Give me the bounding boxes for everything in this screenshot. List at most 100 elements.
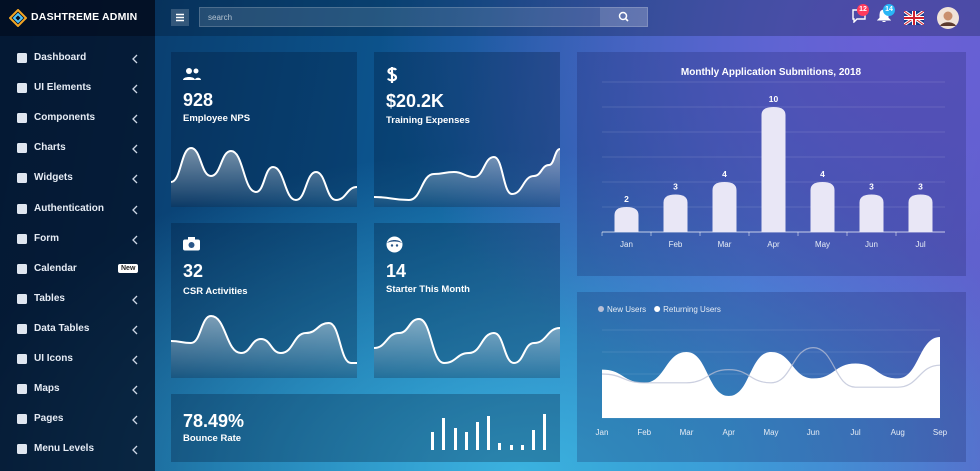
x-tick-label: Apr — [767, 240, 780, 249]
menu-label: Maps — [34, 383, 60, 395]
series-line — [601, 346, 941, 388]
menu-item[interactable]: UI Elements — [0, 73, 155, 103]
menu-item[interactable]: Data Tables — [0, 314, 155, 344]
menu-tag: New — [118, 263, 139, 273]
x-tick-label: Feb — [637, 428, 651, 437]
menu-item[interactable]: Tables — [0, 284, 155, 314]
value-label: 4 — [722, 169, 727, 179]
menu-item[interactable]: Menu Levels — [0, 434, 155, 464]
card-value: 928 — [183, 90, 214, 110]
menu-icon-shape — [17, 323, 27, 334]
logo — [9, 9, 27, 27]
bar — [614, 207, 639, 232]
menu-toggle[interactable] — [171, 9, 189, 26]
value-label: 3 — [673, 182, 678, 192]
x-tick-label: May — [763, 428, 778, 437]
search-box[interactable]: search — [199, 7, 648, 27]
sparkline-line — [374, 148, 560, 202]
menu-label: UI Icons — [34, 353, 73, 364]
menu-chevron — [132, 445, 138, 455]
sidebar: Dashboard UI Elements Components Charts Widg… — [0, 0, 155, 471]
menu-icon-shape — [17, 354, 27, 364]
chevron — [132, 415, 138, 425]
legend-label: New Users — [607, 305, 646, 314]
sparkline-fill — [171, 316, 357, 378]
language-flag[interactable] — [904, 11, 924, 25]
brand[interactable]: DASHTREME ADMIN — [0, 0, 155, 36]
menu-icon-shape — [17, 53, 27, 63]
card-icon — [386, 236, 403, 253]
avatar[interactable] — [937, 7, 959, 29]
x-tick-label: Mar — [718, 240, 732, 249]
menu-item[interactable]: Calendar New — [0, 254, 155, 284]
legend-marker — [598, 306, 604, 312]
bounce-value: 78.49% — [183, 411, 245, 431]
menu-icon — [17, 323, 27, 334]
x-tick-label: Feb — [669, 240, 683, 249]
menu-chevron — [132, 325, 138, 335]
sparkline-line — [171, 314, 357, 364]
menu-chevron — [132, 235, 138, 245]
menu-item[interactable]: Widgets — [0, 163, 155, 193]
menu-chevron — [132, 385, 138, 395]
menu-label: Charts — [34, 142, 66, 154]
menu-chevron — [132, 205, 138, 214]
card-value: 14 — [386, 261, 407, 281]
menu-icon-shape — [17, 143, 27, 154]
x-tick-label: Mar — [680, 428, 694, 437]
menu-item[interactable]: Dashboard — [0, 43, 155, 73]
stat-card: $20.2K Training Expenses — [374, 52, 560, 207]
menu-icon — [17, 263, 27, 274]
sparkline — [171, 314, 357, 378]
search-button[interactable] — [600, 7, 648, 27]
value-label: 10 — [769, 94, 779, 104]
x-tick-label: Jul — [915, 240, 925, 249]
menu-item[interactable]: UI Icons — [0, 344, 155, 374]
menu-icon-shape — [17, 384, 27, 395]
menu-label: Components — [34, 112, 96, 124]
menu-item[interactable]: Pages — [0, 404, 155, 434]
menu-item[interactable]: Components — [0, 103, 155, 133]
x-tick-label: Sep — [933, 428, 948, 437]
mini-bars — [431, 414, 546, 450]
chevron — [132, 325, 138, 335]
menu-item[interactable]: Charts — [0, 133, 155, 163]
menu-icon — [17, 384, 27, 395]
x-tick-label: Aug — [891, 428, 905, 437]
menu-icon-shape — [17, 203, 27, 214]
menu-icon — [17, 173, 27, 184]
sparkline-fill — [374, 149, 560, 207]
card-label: Starter This Month — [386, 284, 470, 295]
menu-chevron — [132, 54, 138, 64]
stat-card: 32 CSR Activities — [171, 223, 357, 378]
menu-chevron — [132, 84, 138, 94]
stat-card: 14 Starter This Month — [374, 223, 560, 378]
menu-label: Dashboard — [34, 52, 87, 63]
chevron — [132, 114, 138, 124]
card-icon — [386, 67, 398, 83]
legend-label: Returning Users — [663, 305, 721, 314]
menu-icon — [17, 83, 27, 94]
chevron — [132, 235, 138, 245]
chevron — [132, 54, 138, 64]
x-tick-label: Jan — [620, 240, 633, 249]
menu-chevron — [132, 415, 138, 425]
bar — [908, 194, 933, 232]
menu-item[interactable]: Form — [0, 224, 155, 254]
menu-icon-shape — [17, 414, 27, 425]
stat-card: 928 Employee NPS — [171, 52, 357, 207]
menu-icon — [17, 113, 27, 124]
sparkline-line — [374, 317, 560, 365]
chevron — [132, 385, 138, 395]
menu-label: Menu Levels — [34, 443, 95, 455]
search-placeholder: search — [208, 13, 233, 22]
bar — [712, 182, 737, 232]
menu-item[interactable]: Maps — [0, 374, 155, 404]
menu-item[interactable]: Authentication — [0, 194, 155, 224]
brand-name: DASHTREME ADMIN — [31, 11, 138, 23]
topbar — [155, 0, 980, 36]
x-tick-label: Jun — [807, 428, 820, 437]
menu-chevron — [132, 144, 138, 154]
bar — [761, 107, 786, 232]
